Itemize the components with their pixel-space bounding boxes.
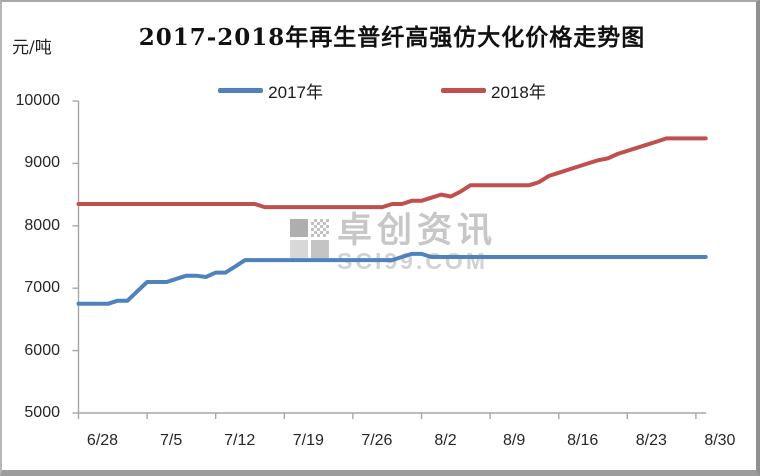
legend-item-2018: 2018年 <box>441 78 546 103</box>
series-line-2018年 <box>76 136 708 210</box>
x-axis-tick-label: 7/5 <box>159 432 183 449</box>
legend-item-2017: 2017年 <box>218 78 323 103</box>
chart-title: 2017-2018年再生普纤高强仿大化价格走势图 <box>138 24 646 51</box>
x-axis-tick-label: 7/26 <box>361 432 393 449</box>
legend-swatch-2017 <box>218 88 264 93</box>
x-axis-tick-label: 7/12 <box>224 432 256 449</box>
y-axis-tick-label: 5000 <box>24 404 60 421</box>
sci99-logo-icon <box>290 219 329 258</box>
x-axis-tick-label: 8/2 <box>434 432 457 449</box>
x-axis-tick-label: 8/16 <box>567 432 599 449</box>
y-axis-tick-label: 8000 <box>24 216 60 234</box>
y-axis-tick-label: 10000 <box>15 92 61 109</box>
watermark-text: 卓创资讯 <box>337 211 498 250</box>
x-axis-tick-label: 7/19 <box>292 432 324 449</box>
y-axis-tick-label: 6000 <box>24 341 60 359</box>
legend-swatch-2018 <box>441 88 486 93</box>
y-axis-tick-label: 9000 <box>24 154 60 172</box>
legend-label-2018: 2018年 <box>491 83 546 102</box>
x-axis-tick-label: 6/28 <box>86 432 119 449</box>
x-axis-tick-label: 8/9 <box>502 432 526 449</box>
x-axis-tick-label: 8/30 <box>704 432 736 449</box>
series-line-2017年 <box>76 251 708 306</box>
y-axis-unit-label: 元/吨 <box>12 38 52 58</box>
y-axis-tick-label: 7000 <box>24 279 60 297</box>
x-axis-tick-label: 8/23 <box>635 432 667 449</box>
legend: 2017年 2018年 <box>2 78 756 103</box>
legend-label-2017: 2017年 <box>268 83 323 102</box>
